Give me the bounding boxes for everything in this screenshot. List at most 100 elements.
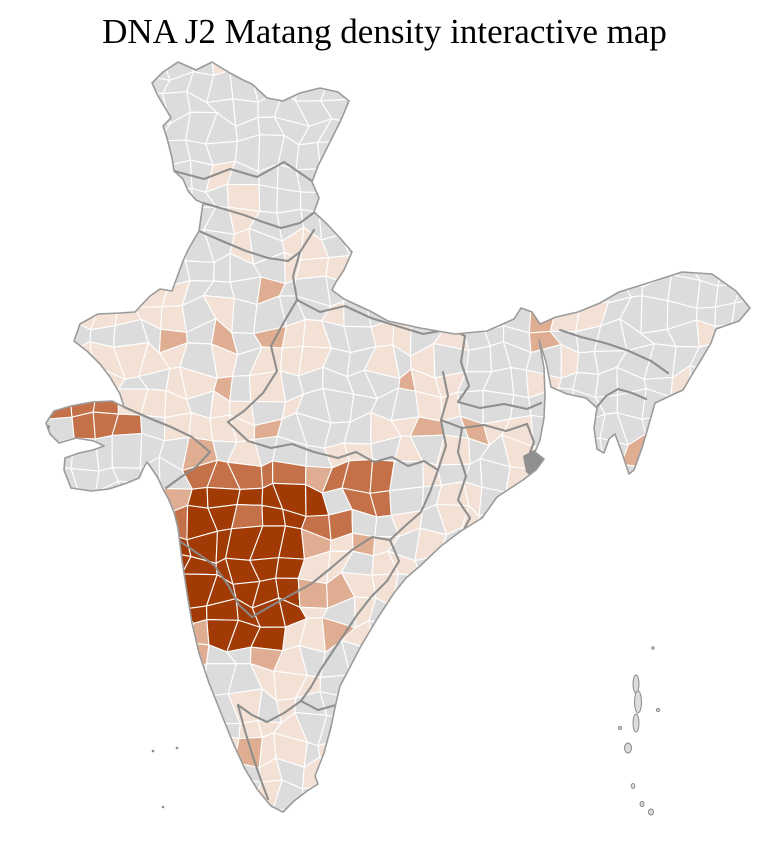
district[interactable] xyxy=(740,504,769,536)
district[interactable] xyxy=(67,551,97,583)
district[interactable] xyxy=(605,721,626,747)
district[interactable] xyxy=(393,141,417,166)
district[interactable] xyxy=(207,761,235,785)
district[interactable] xyxy=(507,234,535,264)
district[interactable] xyxy=(180,695,207,724)
district[interactable] xyxy=(68,653,102,669)
district[interactable] xyxy=(527,229,561,265)
district[interactable] xyxy=(650,214,674,236)
district[interactable] xyxy=(708,100,745,123)
district[interactable] xyxy=(202,778,236,807)
district[interactable] xyxy=(72,49,102,74)
district[interactable] xyxy=(732,159,763,196)
district[interactable] xyxy=(366,786,401,809)
district[interactable] xyxy=(648,737,678,771)
district[interactable] xyxy=(119,760,141,788)
district[interactable] xyxy=(664,689,701,720)
district[interactable] xyxy=(47,664,76,691)
district[interactable] xyxy=(46,688,67,724)
district[interactable] xyxy=(508,70,531,103)
district[interactable] xyxy=(461,556,492,581)
district[interactable] xyxy=(46,165,78,196)
district[interactable] xyxy=(120,740,140,770)
district[interactable] xyxy=(20,503,52,536)
district[interactable] xyxy=(318,187,348,215)
district[interactable] xyxy=(444,596,468,629)
district[interactable] xyxy=(190,763,210,788)
district[interactable] xyxy=(483,778,516,814)
district[interactable] xyxy=(550,694,585,720)
district[interactable] xyxy=(115,778,145,812)
district[interactable] xyxy=(438,669,470,698)
district[interactable] xyxy=(644,94,675,120)
district[interactable] xyxy=(709,647,734,675)
district[interactable] xyxy=(75,603,92,626)
district[interactable] xyxy=(91,811,124,838)
district[interactable] xyxy=(352,735,373,768)
district[interactable] xyxy=(716,342,739,381)
district[interactable] xyxy=(208,732,240,769)
district[interactable] xyxy=(190,783,209,807)
district[interactable] xyxy=(594,138,629,172)
district[interactable] xyxy=(670,621,698,647)
district[interactable] xyxy=(72,94,102,120)
district[interactable] xyxy=(455,805,492,837)
district[interactable] xyxy=(596,508,628,540)
district[interactable] xyxy=(188,803,213,836)
district[interactable] xyxy=(26,300,53,321)
island[interactable] xyxy=(175,746,179,750)
district[interactable] xyxy=(708,234,746,259)
district[interactable] xyxy=(364,272,392,298)
district[interactable] xyxy=(436,305,465,332)
district[interactable] xyxy=(139,166,168,194)
district[interactable] xyxy=(44,141,75,172)
district[interactable] xyxy=(42,579,79,605)
district[interactable] xyxy=(639,71,676,97)
district[interactable] xyxy=(46,528,78,564)
district[interactable] xyxy=(570,216,601,242)
district[interactable] xyxy=(388,676,425,697)
district[interactable] xyxy=(578,718,609,742)
district[interactable] xyxy=(115,809,145,838)
district[interactable] xyxy=(504,208,530,237)
district[interactable] xyxy=(112,74,143,92)
district[interactable] xyxy=(532,468,563,495)
district[interactable] xyxy=(551,138,576,168)
district[interactable] xyxy=(689,398,719,426)
district[interactable] xyxy=(505,491,535,514)
district[interactable] xyxy=(44,756,72,785)
district[interactable] xyxy=(463,668,491,702)
district[interactable] xyxy=(503,761,539,792)
district[interactable] xyxy=(460,258,492,279)
district[interactable] xyxy=(93,163,119,194)
district[interactable] xyxy=(135,629,170,650)
district[interactable] xyxy=(325,803,351,828)
district[interactable] xyxy=(708,114,741,149)
district[interactable] xyxy=(165,736,192,771)
district[interactable] xyxy=(689,627,723,649)
district[interactable] xyxy=(670,396,695,426)
district[interactable] xyxy=(479,740,505,764)
district[interactable] xyxy=(320,69,353,102)
district[interactable] xyxy=(604,71,625,93)
district[interactable] xyxy=(671,644,700,679)
district[interactable] xyxy=(65,664,101,692)
district[interactable] xyxy=(577,91,607,123)
district[interactable] xyxy=(649,598,672,629)
district[interactable] xyxy=(619,616,651,651)
district[interactable] xyxy=(550,273,582,304)
district[interactable] xyxy=(527,607,558,632)
district[interactable] xyxy=(365,806,401,827)
district[interactable] xyxy=(434,738,460,766)
district[interactable] xyxy=(625,525,646,552)
district[interactable] xyxy=(574,815,602,840)
district[interactable] xyxy=(318,212,346,241)
district[interactable] xyxy=(595,616,627,651)
district[interactable] xyxy=(710,686,745,722)
district[interactable] xyxy=(114,181,147,213)
district[interactable] xyxy=(734,272,761,304)
island[interactable] xyxy=(651,646,655,650)
district[interactable] xyxy=(708,558,735,586)
district[interactable] xyxy=(365,204,398,240)
district[interactable] xyxy=(45,623,78,655)
